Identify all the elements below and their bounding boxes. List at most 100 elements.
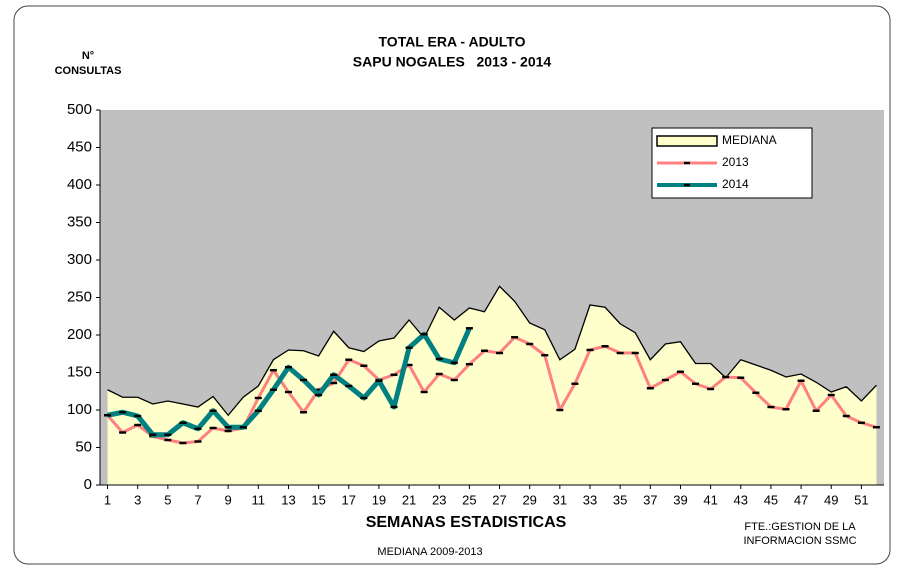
y-tick-label: 300 [67, 251, 92, 268]
point-marker [360, 364, 368, 367]
x-tick-label: 7 [194, 492, 201, 507]
point-marker [661, 378, 669, 382]
point-marker [194, 427, 202, 430]
y-tick-label: 50 [75, 438, 92, 455]
y-axis-label: CONSULTAS [55, 65, 122, 77]
point-marker [420, 390, 428, 394]
source-note: FTE.:GESTION DE LA [744, 521, 856, 533]
x-axis-label: SEMANAS ESTADISTICAS [366, 514, 567, 531]
x-tick-label: 51 [854, 492, 868, 507]
point-marker [435, 372, 443, 376]
point-marker [284, 366, 292, 369]
footnote: MEDIANA 2009-2013 [377, 546, 482, 558]
point-marker [360, 396, 368, 400]
point-marker [390, 373, 398, 376]
x-tick-label: 25 [462, 492, 476, 507]
x-tick-label: 13 [281, 492, 295, 507]
x-tick-label: 39 [673, 492, 687, 507]
legend-marker [684, 183, 690, 187]
point-marker [872, 426, 880, 429]
point-marker [842, 414, 850, 418]
point-marker [315, 393, 323, 397]
x-tick-label: 3 [134, 492, 141, 507]
x-tick-label: 23 [432, 492, 446, 507]
point-marker [209, 409, 217, 412]
point-marker [465, 363, 473, 366]
point-marker [707, 387, 715, 391]
point-marker [104, 414, 112, 417]
point-marker [722, 375, 730, 379]
point-marker [134, 423, 142, 427]
legend-swatch [656, 135, 718, 147]
point-marker [254, 396, 262, 400]
point-marker [526, 342, 534, 346]
y-tick-label: 200 [67, 326, 92, 343]
x-tick-label: 31 [553, 492, 567, 507]
point-marker [330, 381, 338, 385]
chart-subtitle: SAPU NOGALES 2013 - 2014 [353, 54, 552, 70]
legend-label: MEDIANA [722, 133, 777, 147]
point-marker [857, 421, 865, 424]
point-marker [571, 382, 579, 385]
legend-marker [684, 161, 690, 165]
x-tick-label: 49 [824, 492, 838, 507]
x-tick-label: 27 [492, 492, 506, 507]
point-marker [601, 345, 609, 348]
x-tick-label: 19 [372, 492, 386, 507]
point-marker [269, 369, 277, 372]
point-marker [300, 378, 308, 382]
x-tick-label: 1 [104, 492, 111, 507]
point-marker [315, 388, 323, 391]
point-marker [616, 351, 624, 355]
y-axis-label: N° [82, 50, 94, 62]
point-marker [480, 349, 488, 352]
point-marker [375, 379, 383, 382]
y-tick-label: 100 [67, 401, 92, 418]
point-marker [420, 333, 428, 336]
point-marker [239, 426, 247, 429]
point-marker [752, 391, 760, 394]
point-marker [164, 438, 172, 442]
x-tick-label: 47 [794, 492, 808, 507]
point-marker [224, 426, 232, 429]
point-marker [511, 336, 519, 339]
point-marker [345, 358, 353, 361]
x-tick-label: 11 [252, 492, 266, 507]
point-marker [782, 408, 790, 411]
point-marker [556, 408, 564, 412]
y-tick-label: 400 [67, 176, 92, 193]
point-marker [119, 411, 127, 414]
point-marker [405, 346, 413, 349]
x-tick-label: 21 [402, 492, 416, 507]
chart-title: TOTAL ERA - ADULTO [379, 34, 526, 50]
point-marker [119, 431, 127, 434]
point-marker [134, 414, 142, 418]
point-marker [330, 373, 338, 376]
x-tick-label: 29 [522, 492, 536, 507]
point-marker [269, 388, 277, 391]
point-marker [179, 441, 187, 445]
point-marker [345, 384, 353, 388]
point-marker [284, 390, 292, 394]
point-marker [300, 411, 308, 414]
median-area [107, 286, 877, 485]
point-marker [676, 370, 684, 373]
point-marker [164, 433, 172, 436]
point-marker [224, 429, 232, 433]
legend-label: 2014 [722, 177, 749, 191]
point-marker [465, 327, 473, 330]
x-tick-label: 37 [643, 492, 657, 507]
legend-label: 2013 [722, 155, 749, 169]
x-tick-label: 9 [225, 492, 232, 507]
point-marker [390, 405, 398, 409]
x-tick-label: 5 [164, 492, 171, 507]
y-tick-label: 250 [67, 288, 92, 305]
point-marker [179, 421, 187, 424]
point-marker [254, 409, 262, 412]
point-marker [797, 379, 805, 382]
point-marker [541, 354, 549, 357]
x-tick-label: 45 [764, 492, 778, 507]
point-marker [631, 351, 639, 355]
point-marker [496, 351, 504, 355]
